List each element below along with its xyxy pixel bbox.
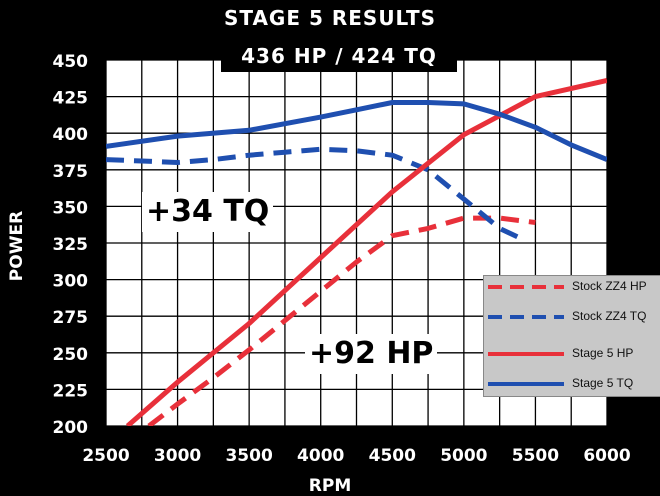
y-tick-label: 200 [53,418,89,438]
y-tick-label: 250 [53,345,89,365]
legend-label: Stage 5 TQ [572,376,634,390]
x-tick-label: 2500 [82,446,129,466]
solid-red-swatch-icon [488,352,564,356]
legend-label: Stock ZZ4 HP [572,279,647,293]
y-tick-label: 325 [53,235,89,255]
x-tick-label: 6000 [583,446,630,466]
series-line-stock-zz4-tq [106,146,523,241]
y-tick-labels: 200 225 250 275 300 325 350 375 400 425 450 [53,52,89,438]
legend-label: Stock ZZ4 TQ [572,309,647,323]
dashed-blue-swatch-icon [488,315,564,319]
y-tick-label: 450 [53,52,89,72]
x-tick-labels: 2500 3000 3500 4000 4500 5000 5500 6000 [82,446,630,466]
tq-gain-annotation: +34 TQ [142,192,274,232]
x-tick-label: 5000 [440,446,487,466]
legend-item-stock-tq: Stock ZZ4 TQ [486,309,660,339]
solid-blue-swatch-icon [488,382,564,386]
dashed-red-swatch-icon [488,285,564,289]
x-axis-title: RPM [308,476,352,496]
y-tick-label: 425 [53,89,89,109]
x-tick-label: 5500 [512,446,559,466]
legend-item-stage5-hp: Stage 5 HP [486,346,660,376]
y-tick-label: 350 [53,198,89,218]
y-tick-label: 275 [53,308,89,328]
x-tick-label: 3500 [225,446,272,466]
legend-item-stock-hp: Stock ZZ4 HP [486,279,660,309]
series-line-stage-5-hp [125,78,607,426]
chart-title: STAGE 5 RESULTS [223,6,437,30]
hp-gain-annotation: +92 HP [305,334,438,374]
chart-subtitle: 436 HP / 424 TQ [221,40,457,72]
x-tick-label: 4000 [297,446,344,466]
y-tick-label: 400 [53,125,89,145]
legend-label: Stage 5 HP [572,346,634,360]
x-tick-label: 4500 [369,446,416,466]
series-line-stock-zz4-hp [147,215,536,426]
y-tick-label: 375 [53,162,89,182]
y-axis-title: POWER [7,210,27,282]
series-line-stage-5-tq [106,100,607,162]
legend-item-stage5-tq: Stage 5 TQ [486,376,660,406]
legend: Stock ZZ4 HP Stock ZZ4 TQ Stage 5 HP Sta… [483,275,660,397]
y-tick-label: 225 [53,381,89,401]
y-tick-label: 300 [53,272,89,292]
x-tick-label: 3000 [154,446,201,466]
series-group [106,78,607,426]
